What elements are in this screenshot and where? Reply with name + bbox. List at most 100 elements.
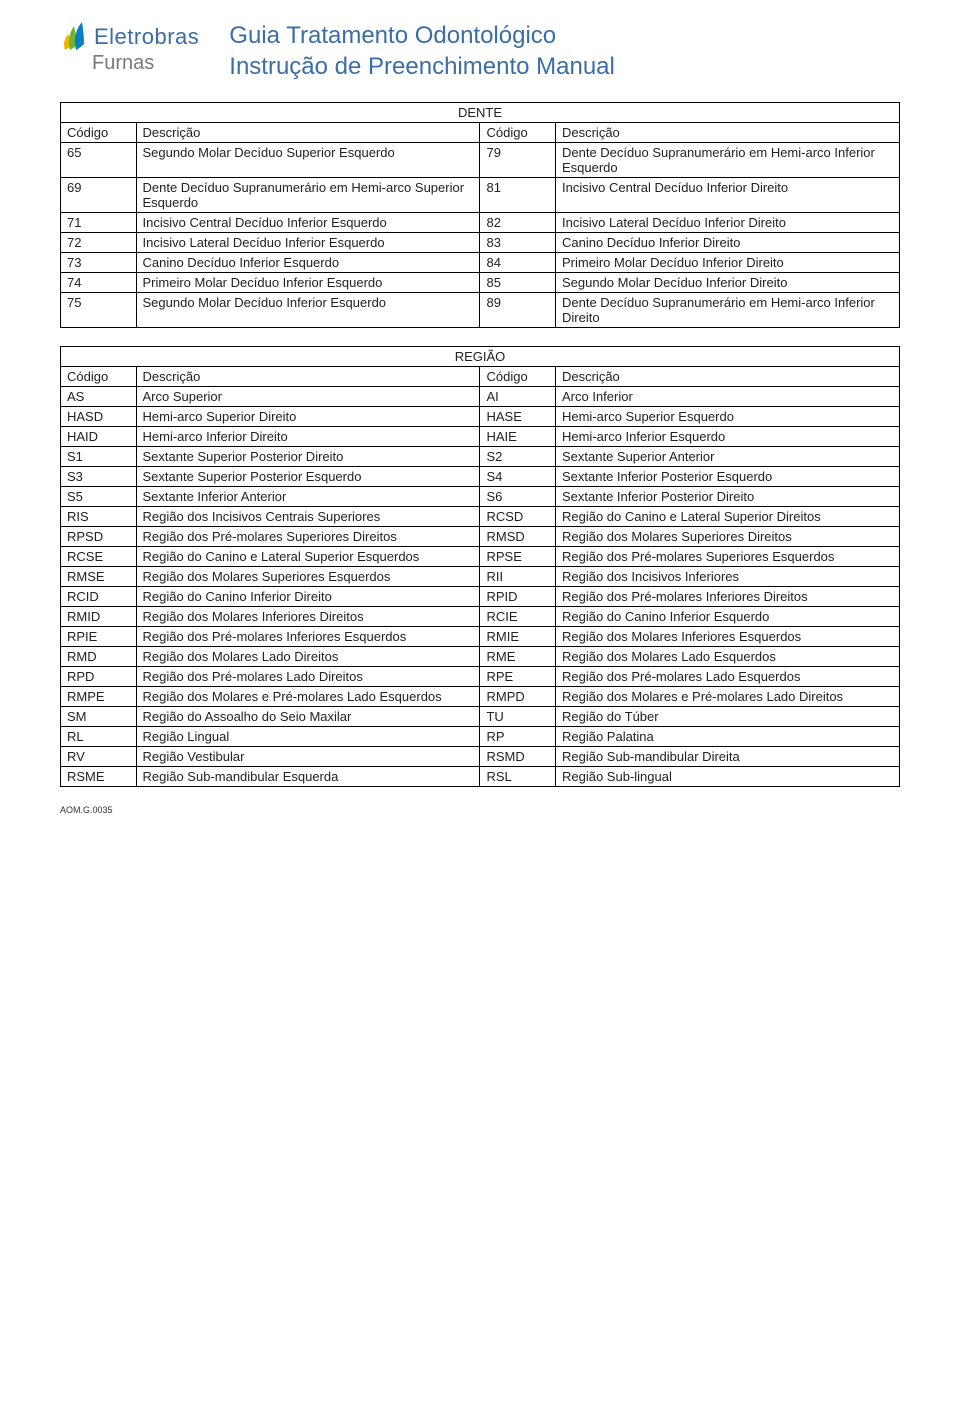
code-cell: RPE bbox=[480, 667, 556, 687]
desc-cell: Sextante Superior Posterior Esquerdo bbox=[136, 467, 480, 487]
desc-cell: Região dos Incisivos Centrais Superiores bbox=[136, 507, 480, 527]
desc-cell: Hemi-arco Superior Esquerdo bbox=[555, 407, 899, 427]
table-row: RPSDRegião dos Pré-molares Superiores Di… bbox=[61, 527, 900, 547]
code-cell: RMPE bbox=[61, 687, 137, 707]
desc-cell: Segundo Molar Decíduo Inferior Direito bbox=[555, 273, 899, 293]
desc-cell: Arco Inferior bbox=[555, 387, 899, 407]
code-cell: HASE bbox=[480, 407, 556, 427]
code-cell: AS bbox=[61, 387, 137, 407]
desc-cell: Incisivo Central Decíduo Inferior Direit… bbox=[555, 178, 899, 213]
code-cell: RMD bbox=[61, 647, 137, 667]
desc-cell: Região dos Pré-molares Lado Direitos bbox=[136, 667, 480, 687]
table-title-row: REGIÃO bbox=[61, 347, 900, 367]
desc-cell: Incisivo Lateral Decíduo Inferior Direit… bbox=[555, 213, 899, 233]
table-row: RCSERegião do Canino e Lateral Superior … bbox=[61, 547, 900, 567]
code-cell: HAID bbox=[61, 427, 137, 447]
desc-cell: Sextante Inferior Posterior Direito bbox=[555, 487, 899, 507]
code-cell: S2 bbox=[480, 447, 556, 467]
code-cell: RCSD bbox=[480, 507, 556, 527]
code-cell: RMIE bbox=[480, 627, 556, 647]
table-row: S1Sextante Superior Posterior DireitoS2S… bbox=[61, 447, 900, 467]
desc-cell: Região do Canino e Lateral Superior Dire… bbox=[555, 507, 899, 527]
code-cell: 82 bbox=[480, 213, 556, 233]
code-cell: 79 bbox=[480, 143, 556, 178]
code-cell: RPID bbox=[480, 587, 556, 607]
desc-cell: Sextante Inferior Anterior bbox=[136, 487, 480, 507]
table-row: ASArco SuperiorAIArco Inferior bbox=[61, 387, 900, 407]
desc-cell: Segundo Molar Decíduo Inferior Esquerdo bbox=[136, 293, 480, 328]
desc-cell: Região do Túber bbox=[555, 707, 899, 727]
desc-cell: Região Sub-mandibular Direita bbox=[555, 747, 899, 767]
desc-cell: Região Sub-mandibular Esquerda bbox=[136, 767, 480, 787]
col-header: Código bbox=[61, 367, 137, 387]
code-cell: RSL bbox=[480, 767, 556, 787]
desc-cell: Região dos Molares e Pré-molares Lado Di… bbox=[555, 687, 899, 707]
col-header: Código bbox=[480, 367, 556, 387]
brand-main: Eletrobras bbox=[94, 24, 199, 50]
code-cell: RIS bbox=[61, 507, 137, 527]
code-cell: S6 bbox=[480, 487, 556, 507]
col-header: Código bbox=[480, 123, 556, 143]
table-header-row: Código Descrição Código Descrição bbox=[61, 123, 900, 143]
desc-cell: Região do Assoalho do Seio Maxilar bbox=[136, 707, 480, 727]
desc-cell: Incisivo Lateral Decíduo Inferior Esquer… bbox=[136, 233, 480, 253]
desc-cell: Região dos Molares Lado Esquerdos bbox=[555, 647, 899, 667]
code-cell: RL bbox=[61, 727, 137, 747]
code-cell: RPSE bbox=[480, 547, 556, 567]
code-cell: S3 bbox=[61, 467, 137, 487]
table-row: 71Incisivo Central Decíduo Inferior Esqu… bbox=[61, 213, 900, 233]
col-header: Descrição bbox=[136, 367, 480, 387]
code-cell: RP bbox=[480, 727, 556, 747]
desc-cell: Região dos Pré-molares Lado Esquerdos bbox=[555, 667, 899, 687]
table-title: DENTE bbox=[61, 103, 900, 123]
col-header: Descrição bbox=[555, 123, 899, 143]
table-row: SMRegião do Assoalho do Seio MaxilarTURe… bbox=[61, 707, 900, 727]
code-cell: 74 bbox=[61, 273, 137, 293]
code-cell: RMPD bbox=[480, 687, 556, 707]
desc-cell: Região Vestibular bbox=[136, 747, 480, 767]
desc-cell: Arco Superior bbox=[136, 387, 480, 407]
table-row: 73Canino Decíduo Inferior Esquerdo84Prim… bbox=[61, 253, 900, 273]
code-cell: 72 bbox=[61, 233, 137, 253]
code-cell: HASD bbox=[61, 407, 137, 427]
desc-cell: Região do Canino Inferior Direito bbox=[136, 587, 480, 607]
table-header-row: Código Descrição Código Descrição bbox=[61, 367, 900, 387]
code-cell: RII bbox=[480, 567, 556, 587]
desc-cell: Região dos Incisivos Inferiores bbox=[555, 567, 899, 587]
desc-cell: Dente Decíduo Supranumerário em Hemi-arc… bbox=[136, 178, 480, 213]
desc-cell: Primeiro Molar Decíduo Inferior Direito bbox=[555, 253, 899, 273]
flame-icon bbox=[60, 20, 88, 54]
table-row: RISRegião dos Incisivos Centrais Superio… bbox=[61, 507, 900, 527]
table-row: RSMERegião Sub-mandibular EsquerdaRSLReg… bbox=[61, 767, 900, 787]
code-cell: 84 bbox=[480, 253, 556, 273]
logo-row: Eletrobras bbox=[60, 20, 199, 54]
desc-cell: Dente Decíduo Supranumerário em Hemi-arc… bbox=[555, 143, 899, 178]
desc-cell: Hemi-arco Inferior Direito bbox=[136, 427, 480, 447]
code-cell: RV bbox=[61, 747, 137, 767]
code-cell: 89 bbox=[480, 293, 556, 328]
code-cell: 65 bbox=[61, 143, 137, 178]
desc-cell: Região dos Molares Lado Direitos bbox=[136, 647, 480, 667]
table-row: RLRegião LingualRPRegião Palatina bbox=[61, 727, 900, 747]
code-cell: RMSE bbox=[61, 567, 137, 587]
table-row: 69Dente Decíduo Supranumerário em Hemi-a… bbox=[61, 178, 900, 213]
code-cell: TU bbox=[480, 707, 556, 727]
desc-cell: Primeiro Molar Decíduo Inferior Esquerdo bbox=[136, 273, 480, 293]
desc-cell: Sextante Superior Anterior bbox=[555, 447, 899, 467]
desc-cell: Região dos Pré-molares Superiores Direit… bbox=[136, 527, 480, 547]
code-cell: RSMD bbox=[480, 747, 556, 767]
code-cell: 71 bbox=[61, 213, 137, 233]
code-cell: 73 bbox=[61, 253, 137, 273]
desc-cell: Região dos Molares Inferiores Direitos bbox=[136, 607, 480, 627]
desc-cell: Região do Canino e Lateral Superior Esqu… bbox=[136, 547, 480, 567]
desc-cell: Região dos Pré-molares Inferiores Esquer… bbox=[136, 627, 480, 647]
desc-cell: Sextante Inferior Posterior Esquerdo bbox=[555, 467, 899, 487]
desc-cell: Região do Canino Inferior Esquerdo bbox=[555, 607, 899, 627]
code-cell: 83 bbox=[480, 233, 556, 253]
desc-cell: Canino Decíduo Inferior Esquerdo bbox=[136, 253, 480, 273]
logo-block: Eletrobras Furnas bbox=[60, 20, 199, 75]
table-title: REGIÃO bbox=[61, 347, 900, 367]
table-row: RCIDRegião do Canino Inferior DireitoRPI… bbox=[61, 587, 900, 607]
footer-code: AOM.G.0035 bbox=[60, 805, 900, 815]
code-cell: AI bbox=[480, 387, 556, 407]
